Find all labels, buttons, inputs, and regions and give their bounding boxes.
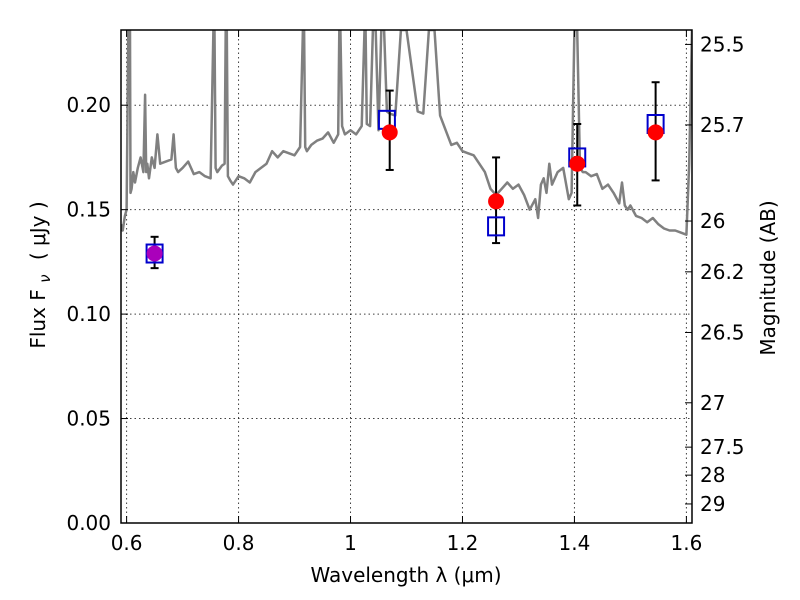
filled-circle-point	[647, 124, 664, 141]
right-tick-label: 27.5	[700, 435, 745, 459]
right-tick-label: 26	[700, 209, 725, 233]
right-tick-label: 25.5	[700, 32, 745, 56]
plot-frame	[120, 29, 693, 524]
data-marks-layer	[145, 81, 665, 270]
filled-circle-point	[381, 124, 398, 141]
right-axis-title: Magnitude (AB)	[756, 200, 780, 355]
x-tick-label: 0.6	[111, 531, 143, 555]
y-axis-title-subscript: ν	[36, 274, 54, 282]
open-square-point	[487, 216, 506, 237]
y-tick-label: 0.15	[66, 198, 111, 222]
model-spectrum-layer	[121, 30, 692, 236]
right-tick-label: 29	[700, 492, 725, 516]
y-axis-title-unit: ( μJy )	[26, 201, 50, 260]
right-tick-label: 26.2	[700, 260, 745, 284]
x-tick-label: 1.4	[559, 531, 591, 555]
x-tick-label: 1.6	[670, 531, 702, 555]
right-tick-label: 26.5	[700, 320, 745, 344]
y-axis-title: Flux F ν ( μJy )	[26, 201, 55, 348]
y-tick-label: 0.05	[66, 407, 111, 431]
x-tick-label: 1	[344, 531, 357, 555]
svg-text:Flux F ν ( μJy ): Flux F ν ( μJy )	[26, 201, 55, 348]
x-tick-label: 1.2	[447, 531, 479, 555]
right-tick-label: 28	[700, 463, 725, 487]
x-tick-label: 0.8	[223, 531, 255, 555]
y-axis-title-main: Flux F	[26, 289, 50, 348]
y-tick-label: 0.00	[66, 511, 111, 535]
x-axis-title: Wavelength λ (μm)	[310, 563, 501, 587]
right-tick-label: 27	[700, 391, 725, 415]
filled-circle-point	[488, 193, 505, 210]
grid-layer	[121, 30, 692, 523]
y-tick-label: 0.10	[66, 302, 111, 326]
y-tick-label: 0.20	[66, 93, 111, 117]
ticks-layer: 0.6 0.8 1 1.2 1.4 1.6 0.00 0.05 0.10 0.15 0.20 25.5…	[66, 30, 745, 555]
right-tick-label: 25.7	[700, 113, 745, 137]
model-spectrum-line	[121, 30, 692, 236]
filled-circle-point	[569, 155, 586, 172]
filled-circle-point	[146, 245, 163, 262]
